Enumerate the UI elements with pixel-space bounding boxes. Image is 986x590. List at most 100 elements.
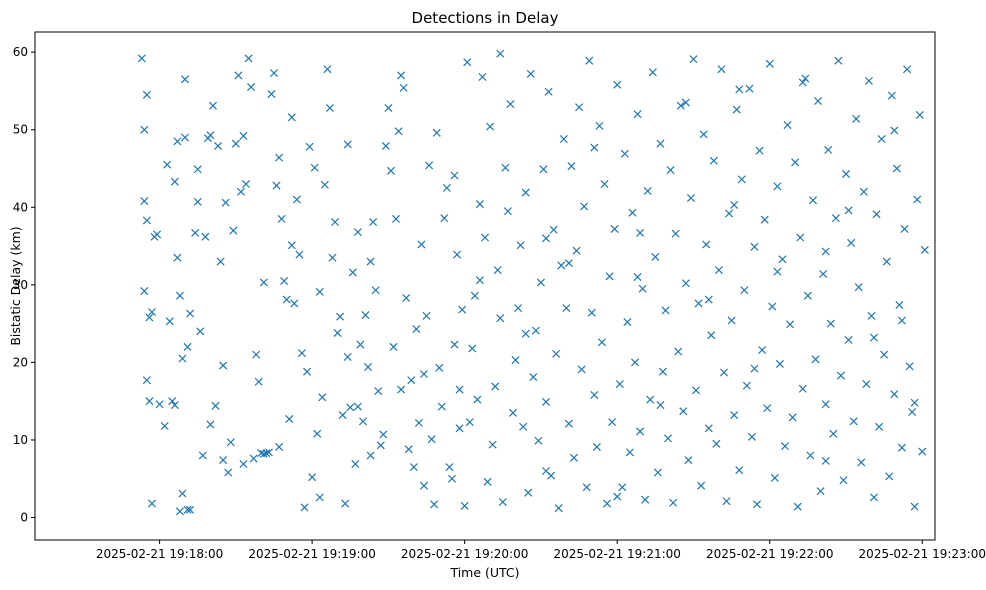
data-point (336, 312, 345, 321)
data-point (445, 463, 454, 472)
data-point (814, 97, 823, 106)
data-point (275, 153, 284, 162)
data-point (595, 121, 604, 130)
data-point (310, 163, 319, 172)
y-axis-label: Bistatic Delay (km) (8, 226, 23, 345)
data-point (689, 55, 698, 64)
data-point (910, 398, 919, 407)
data-point (178, 489, 187, 498)
data-point (371, 286, 380, 295)
data-point (742, 381, 751, 390)
x-tick-label: 2025-02-21 19:23:00 (859, 547, 986, 561)
data-point (900, 224, 909, 234)
data-point (397, 71, 406, 80)
data-point (730, 200, 739, 209)
data-point (287, 241, 296, 250)
data-point (580, 202, 589, 211)
data-point (432, 128, 441, 137)
data-point (730, 411, 739, 420)
data-point (864, 76, 873, 85)
data-point (455, 385, 464, 394)
data-point (897, 316, 906, 325)
data-point (691, 386, 701, 395)
data-point (567, 162, 576, 171)
data-point (651, 252, 660, 261)
data-point (557, 261, 566, 270)
data-point (269, 69, 279, 78)
data-point (183, 505, 192, 514)
data-point (155, 400, 164, 409)
data-point (514, 304, 523, 313)
data-point (412, 325, 421, 334)
data-point (836, 371, 845, 380)
data-point (913, 195, 922, 204)
data-point (186, 505, 195, 514)
data-point (503, 207, 512, 216)
data-point (491, 382, 500, 391)
data-point (722, 497, 731, 506)
data-point (704, 424, 713, 433)
data-point (760, 215, 769, 224)
data-point (763, 404, 772, 413)
data-point (285, 414, 294, 424)
data-point (575, 103, 584, 112)
x-axis-label: Time (UTC) (449, 565, 519, 580)
data-point (882, 257, 891, 266)
data-point (859, 187, 868, 196)
data-point (402, 293, 411, 303)
data-point (597, 338, 606, 347)
data-point (780, 442, 790, 451)
data-point (712, 439, 721, 448)
data-point (435, 363, 444, 372)
data-point (666, 166, 675, 175)
data-point (796, 233, 805, 242)
data-point (399, 83, 408, 92)
data-point (234, 71, 243, 80)
data-point (544, 87, 553, 96)
x-tick-label: 2025-02-21 19:18:00 (96, 547, 223, 561)
data-point (605, 272, 614, 281)
data-point (450, 340, 459, 349)
data-point (206, 131, 215, 140)
y-tick-label: 0 (20, 511, 28, 525)
data-point (414, 418, 423, 427)
x-tick-label: 2025-02-21 19:19:00 (248, 547, 375, 561)
data-point (806, 451, 815, 460)
data-point (442, 183, 451, 192)
data-point (656, 401, 665, 410)
data-point (704, 295, 713, 304)
data-point (915, 110, 924, 120)
data-point (684, 456, 693, 465)
data-point (577, 365, 586, 374)
data-point (236, 187, 245, 196)
x-tick-label: 2025-02-21 19:21:00 (553, 547, 680, 561)
data-point (219, 361, 228, 370)
data-point (486, 122, 495, 131)
data-point (221, 198, 230, 207)
data-point (224, 468, 233, 477)
data-point (765, 59, 774, 68)
data-point (313, 429, 322, 438)
data-point (630, 358, 640, 367)
data-point (755, 146, 764, 155)
data-point (193, 197, 202, 206)
data-point (145, 313, 154, 322)
data-point (140, 197, 149, 206)
data-point (356, 340, 365, 349)
data-point (409, 463, 418, 472)
data-point (615, 380, 624, 389)
data-point (778, 255, 787, 264)
data-point (671, 229, 680, 238)
data-point (636, 427, 645, 436)
data-point (483, 477, 492, 486)
data-point (463, 58, 472, 67)
data-point (653, 468, 662, 477)
data-point (714, 266, 723, 275)
data-point (501, 163, 510, 172)
data-point (750, 364, 759, 373)
data-point (590, 143, 599, 152)
data-point (208, 101, 217, 110)
data-point (330, 217, 340, 227)
y-tick-label: 30 (13, 278, 28, 292)
data-point (180, 133, 190, 142)
